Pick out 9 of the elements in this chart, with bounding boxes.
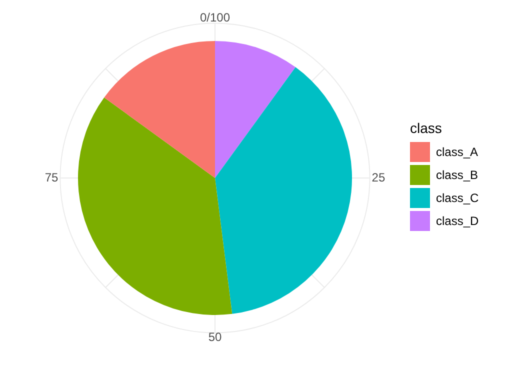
legend-title: class	[410, 120, 443, 136]
text: 25	[372, 170, 386, 184]
text: 0/100	[200, 10, 230, 25]
text: 75	[44, 170, 59, 184]
legend-label: class_D	[436, 214, 479, 228]
legend-label: class_B	[436, 168, 478, 182]
legend-label: class_C	[436, 190, 479, 204]
text: 50	[208, 330, 222, 344]
legend-label: class_A	[436, 144, 478, 158]
